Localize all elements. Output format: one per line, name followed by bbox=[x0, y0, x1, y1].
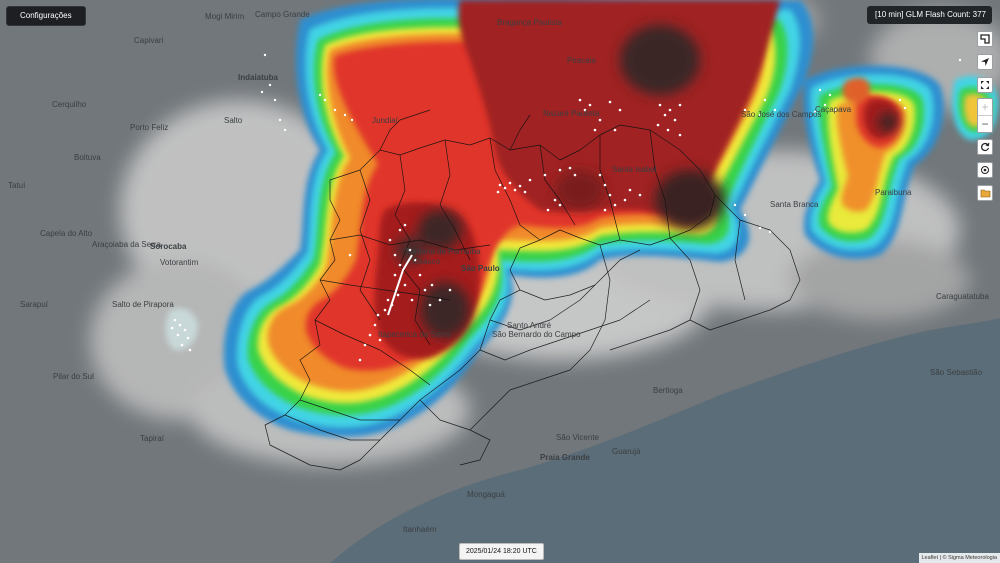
place-label: Capivari bbox=[134, 36, 164, 45]
layers-icon[interactable] bbox=[977, 31, 993, 47]
place-label: Votorantim bbox=[160, 258, 199, 267]
place-label: São Vicente bbox=[556, 433, 599, 442]
settings-button[interactable]: Configurações bbox=[6, 6, 86, 26]
place-label: Mongaguá bbox=[467, 490, 505, 499]
place-label: Cerquilho bbox=[52, 100, 87, 109]
place-label: Itanhaém bbox=[403, 525, 437, 534]
place-label: Santa Isabel bbox=[612, 165, 657, 174]
locate-icon[interactable] bbox=[977, 54, 993, 70]
place-label: Santa Branca bbox=[770, 200, 819, 209]
place-label: São Sebastião bbox=[930, 368, 983, 377]
place-label: Caraguatatuba bbox=[936, 292, 989, 301]
place-label: Indaiatuba bbox=[238, 73, 279, 82]
flash-count-label: [10 min] GLM Flash Count: bbox=[875, 10, 971, 19]
place-label: Pilar do Sul bbox=[53, 372, 94, 381]
place-label: Mogi Mirim bbox=[205, 12, 245, 21]
timestamp-label: 2025/01/24 18:20 UTC bbox=[459, 543, 544, 560]
folder-icon[interactable] bbox=[977, 185, 993, 201]
place-label: São Bernardo do Campo bbox=[492, 330, 581, 339]
place-label: Nazaré Paulista bbox=[543, 109, 600, 118]
place-label: Tapiraí bbox=[140, 434, 165, 443]
place-label: Salto bbox=[224, 116, 243, 125]
zoom-out-button[interactable]: − bbox=[981, 117, 989, 131]
place-label: Capela do Alto bbox=[40, 229, 93, 238]
place-label: Santana de Parnaíba bbox=[405, 247, 481, 256]
place-label: Piracaia bbox=[567, 56, 596, 65]
place-label: Sarapuí bbox=[20, 300, 49, 309]
place-label: Boituva bbox=[74, 153, 101, 162]
place-label: Guarujá bbox=[612, 447, 641, 456]
place-label: Araçoiaba da Serra bbox=[92, 240, 161, 249]
place-label: Tatuí bbox=[8, 181, 26, 190]
place-label: Caçapava bbox=[815, 105, 852, 114]
place-label: Bragança Paulista bbox=[497, 18, 562, 27]
flash-count-value: 377 bbox=[972, 10, 986, 19]
flash-count-badge: [10 min] GLM Flash Count: 377 bbox=[867, 6, 992, 24]
place-label: Salto de Pirapora bbox=[112, 300, 174, 309]
place-label: Praia Grande bbox=[540, 453, 590, 462]
place-label: Osasco bbox=[413, 257, 441, 266]
place-label: Campo Grande bbox=[255, 10, 310, 19]
target-icon[interactable] bbox=[977, 162, 993, 178]
place-label: Itapecerica da Serra bbox=[378, 330, 451, 339]
place-label: Sorocaba bbox=[150, 242, 187, 251]
place-label: Bertioga bbox=[653, 386, 683, 395]
place-label: Jundiaí bbox=[372, 116, 398, 125]
zoom-control: + − bbox=[977, 98, 993, 133]
place-label: Porto Feliz bbox=[130, 123, 169, 132]
place-label: Paraibuna bbox=[875, 188, 912, 197]
map-attribution[interactable]: Leaflet | © Sigma Meteorologia bbox=[918, 553, 1000, 563]
place-label: São Paulo bbox=[461, 264, 500, 273]
place-label: São José dos Campos bbox=[741, 110, 822, 119]
refresh-icon[interactable] bbox=[977, 139, 993, 155]
fullscreen-icon[interactable] bbox=[977, 77, 993, 93]
place-label: Santo André bbox=[507, 321, 552, 330]
zoom-in-button[interactable]: + bbox=[978, 99, 992, 116]
